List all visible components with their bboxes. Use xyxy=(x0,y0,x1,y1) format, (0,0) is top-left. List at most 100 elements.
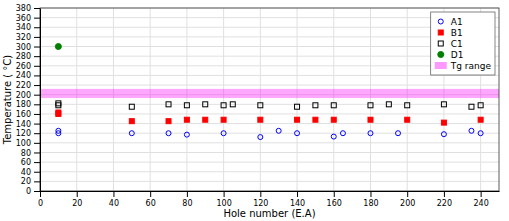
plot: 0204060801001201401601802002202400204060… xyxy=(16,4,500,208)
point xyxy=(478,117,483,122)
point xyxy=(441,120,446,125)
grid-line xyxy=(40,162,499,163)
point xyxy=(56,128,61,133)
tick-mark xyxy=(34,162,40,163)
legend-label: D1 xyxy=(451,50,464,60)
tick-mark xyxy=(34,18,40,19)
point xyxy=(340,131,345,136)
tick-mark xyxy=(34,75,40,76)
y-axis: 0204060801001201401601802002202402602803… xyxy=(16,4,41,196)
tick: 0 xyxy=(26,187,40,196)
point xyxy=(405,117,410,122)
grid-line xyxy=(40,75,499,76)
band xyxy=(40,89,499,98)
tick: 80 xyxy=(21,149,40,158)
tick: 180 xyxy=(16,100,40,109)
legend-label: C1 xyxy=(451,39,463,49)
tick: 300 xyxy=(16,43,40,52)
tick: 200 xyxy=(16,91,40,100)
point xyxy=(221,117,226,122)
point xyxy=(203,117,208,122)
grid-line xyxy=(40,27,499,28)
point xyxy=(56,101,61,106)
tick-mark xyxy=(40,191,41,197)
tick-mark xyxy=(34,152,40,153)
tick: 100 xyxy=(216,191,231,208)
grid-line xyxy=(40,56,499,57)
point xyxy=(478,103,483,108)
tick: 160 xyxy=(16,110,40,119)
tick: 240 xyxy=(473,191,488,208)
grid-line xyxy=(76,8,77,191)
tick: 240 xyxy=(16,71,40,80)
legend-symbol xyxy=(438,41,443,46)
series xyxy=(56,128,483,139)
grid-line xyxy=(40,123,499,124)
tick-mark xyxy=(34,143,40,144)
point xyxy=(56,103,61,108)
point xyxy=(331,134,336,139)
grid-line xyxy=(333,8,334,191)
point xyxy=(441,102,446,107)
point xyxy=(129,131,134,136)
tick: 200 xyxy=(400,191,415,208)
tick-label: 60 xyxy=(21,158,31,167)
point xyxy=(258,135,263,140)
tick: 100 xyxy=(16,139,40,148)
point xyxy=(295,117,300,122)
tick-mark xyxy=(150,191,151,197)
point xyxy=(469,104,474,109)
point xyxy=(166,119,171,124)
tick-label: 0 xyxy=(38,199,43,208)
tick-label: 60 xyxy=(146,199,156,208)
tick-mark xyxy=(34,66,40,67)
tick: 40 xyxy=(21,168,40,177)
tick-mark xyxy=(370,191,371,197)
legend-label: B1 xyxy=(451,28,463,38)
point xyxy=(331,117,336,122)
tick-label: 280 xyxy=(16,52,31,61)
legend: A1B1C1D1Tg range xyxy=(431,12,495,75)
tick-mark xyxy=(34,172,40,173)
legend-symbol xyxy=(438,52,444,58)
tick: 180 xyxy=(363,191,378,208)
tick: 120 xyxy=(253,191,268,208)
tick-label: 120 xyxy=(16,129,31,138)
point xyxy=(396,131,401,136)
grid-line xyxy=(40,65,499,66)
tick-mark xyxy=(34,8,40,9)
tick: 20 xyxy=(21,177,40,186)
tick-label: 220 xyxy=(16,81,31,90)
point xyxy=(129,119,134,124)
tick: 380 xyxy=(16,4,40,13)
point xyxy=(313,117,318,122)
legend-symbol xyxy=(435,62,447,69)
axis-line xyxy=(41,191,500,192)
tick-mark xyxy=(34,104,40,105)
tick-label: 100 xyxy=(216,199,231,208)
tick-mark xyxy=(34,95,40,96)
tick-mark xyxy=(334,191,335,197)
point xyxy=(331,103,336,108)
tick-label: 40 xyxy=(21,168,31,177)
tick-label: 320 xyxy=(16,33,31,42)
plot-frame xyxy=(40,8,499,191)
tick-label: 0 xyxy=(26,187,31,196)
tick: 80 xyxy=(182,191,192,208)
legend-label: Tg range xyxy=(450,61,492,71)
point xyxy=(386,102,391,107)
tick-mark xyxy=(34,181,40,182)
tick-label: 120 xyxy=(253,199,268,208)
grid-line xyxy=(186,8,187,191)
series xyxy=(55,44,61,50)
point xyxy=(258,117,263,122)
grid-line xyxy=(40,171,499,172)
tick-label: 200 xyxy=(16,91,31,100)
x-axis-title: Hole number (E.A) xyxy=(223,208,315,219)
tick-label: 100 xyxy=(16,139,31,148)
tick: 340 xyxy=(16,23,40,32)
grid-line xyxy=(40,46,499,47)
grid-line xyxy=(40,152,499,153)
point xyxy=(295,131,300,136)
point xyxy=(478,131,483,136)
